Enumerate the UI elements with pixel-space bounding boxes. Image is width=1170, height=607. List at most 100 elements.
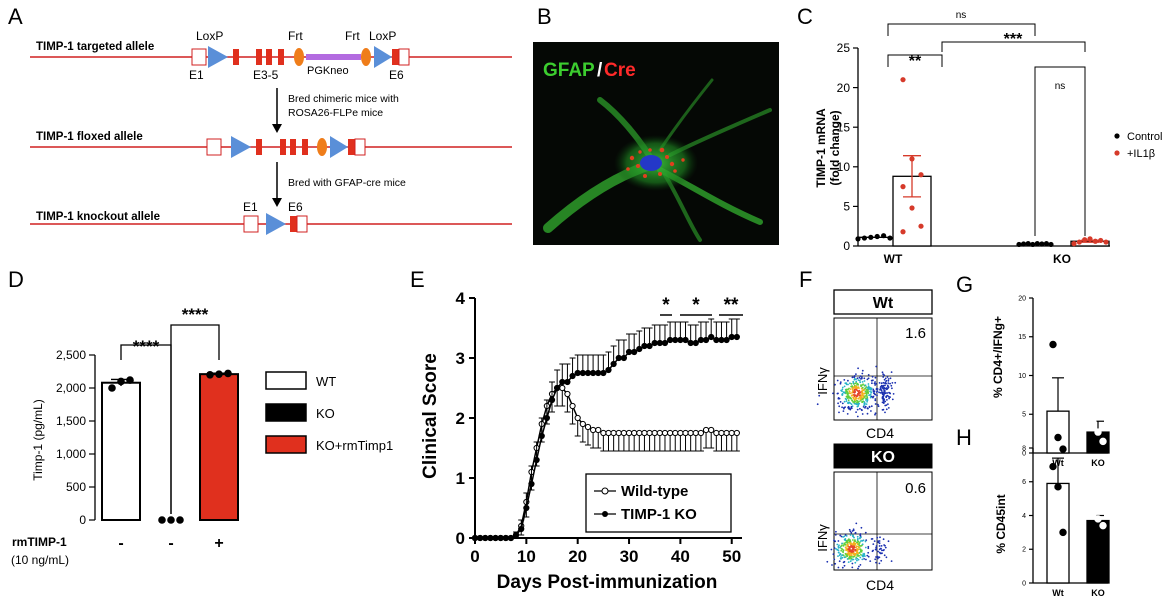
f-event	[890, 371, 893, 373]
f-event	[841, 406, 843, 409]
e-point	[605, 429, 612, 437]
f-event	[850, 405, 853, 408]
f-event	[861, 413, 864, 415]
f-event	[856, 408, 859, 411]
f-event	[855, 403, 858, 406]
f-event	[866, 390, 869, 393]
f-event	[854, 532, 857, 535]
f-event	[855, 399, 858, 402]
g-ylabel: % CD4+/IFNg+	[991, 316, 1005, 398]
d-legend-wt-swatch	[265, 371, 307, 390]
e-point	[533, 456, 540, 464]
f-event	[886, 394, 889, 397]
f-event	[888, 397, 890, 400]
f-event	[855, 411, 857, 413]
f-event	[855, 380, 858, 383]
f-event	[840, 544, 843, 547]
f-event	[870, 405, 873, 408]
e-point	[661, 429, 669, 437]
frt-site	[294, 48, 304, 66]
f-event	[887, 386, 890, 388]
f-event	[859, 564, 862, 566]
c-point	[1103, 239, 1109, 245]
c-point	[1016, 241, 1022, 248]
f-event	[875, 382, 877, 385]
f-event	[877, 540, 880, 542]
f-event	[840, 549, 843, 552]
loxp-label: LoxP	[369, 29, 396, 43]
exon-box	[266, 49, 272, 65]
e-point	[554, 384, 561, 392]
e-legend-box	[585, 473, 732, 533]
f-event	[894, 381, 897, 384]
f-event	[849, 558, 851, 560]
f-wt-density	[816, 365, 897, 418]
f-event	[856, 559, 858, 562]
f-event	[874, 403, 877, 405]
f-event	[833, 539, 835, 542]
f-event	[861, 376, 863, 379]
f-event	[844, 538, 847, 540]
h-x-tick-label: KO	[1091, 588, 1105, 598]
c-legend-il1b: +IL1β	[1127, 148, 1155, 160]
d-point	[117, 377, 125, 386]
f-event	[885, 404, 888, 406]
c-point	[1025, 241, 1031, 247]
f-event	[875, 388, 878, 390]
f-event	[837, 555, 839, 557]
f-event	[832, 553, 835, 556]
f-event	[851, 376, 854, 379]
f-event	[867, 377, 870, 380]
step1-line1: Bred chimeric mice with	[288, 93, 399, 105]
f-event	[873, 382, 876, 385]
f-event	[859, 381, 862, 384]
f-event	[869, 560, 872, 562]
d-point	[126, 376, 134, 384]
f-event	[879, 392, 882, 394]
f-event	[852, 558, 855, 561]
f-event	[852, 380, 855, 383]
f-event	[850, 383, 853, 385]
exon-6-box	[290, 216, 297, 232]
d-point	[215, 370, 223, 378]
c-point	[1043, 241, 1050, 247]
d-bar	[101, 381, 141, 521]
e-y-tick-label: 1	[456, 469, 465, 488]
f-event	[837, 540, 840, 542]
e-point	[600, 429, 607, 437]
f-event	[881, 391, 883, 394]
panel-f: F Wt 1.6 IFNγ CD4 KO 0.6 IFNγ CD4	[799, 267, 933, 593]
e-point	[625, 429, 633, 437]
exon-1-box	[206, 138, 222, 156]
f-event	[852, 386, 855, 388]
f-event	[846, 391, 849, 394]
f-event	[848, 407, 850, 410]
e-legend-ko: TIMP-1 KO	[621, 506, 697, 523]
e-point	[589, 369, 597, 377]
f-event	[870, 538, 873, 540]
f-event	[855, 546, 858, 549]
e-point	[487, 534, 494, 542]
f-event	[851, 399, 853, 401]
f-event	[847, 383, 849, 386]
f-event	[831, 564, 833, 566]
c-point	[918, 223, 924, 229]
f-event	[887, 403, 889, 405]
e-point	[548, 396, 556, 404]
f-event	[867, 383, 870, 385]
f-event	[878, 562, 881, 565]
e-point	[631, 429, 638, 437]
e-x-tick-label: 50	[722, 547, 741, 566]
c-point	[874, 233, 880, 240]
e-point	[672, 429, 679, 437]
e-x-tick-label: 0	[470, 547, 479, 566]
f-event	[842, 554, 845, 557]
f-event	[843, 400, 846, 403]
f-event	[856, 549, 859, 552]
d-point	[206, 371, 214, 379]
f-event	[880, 389, 883, 392]
g-point	[1099, 437, 1107, 446]
c-y-tick-label: 15	[837, 120, 851, 134]
f-event	[852, 549, 855, 551]
panel-b-letter: B	[537, 4, 552, 29]
